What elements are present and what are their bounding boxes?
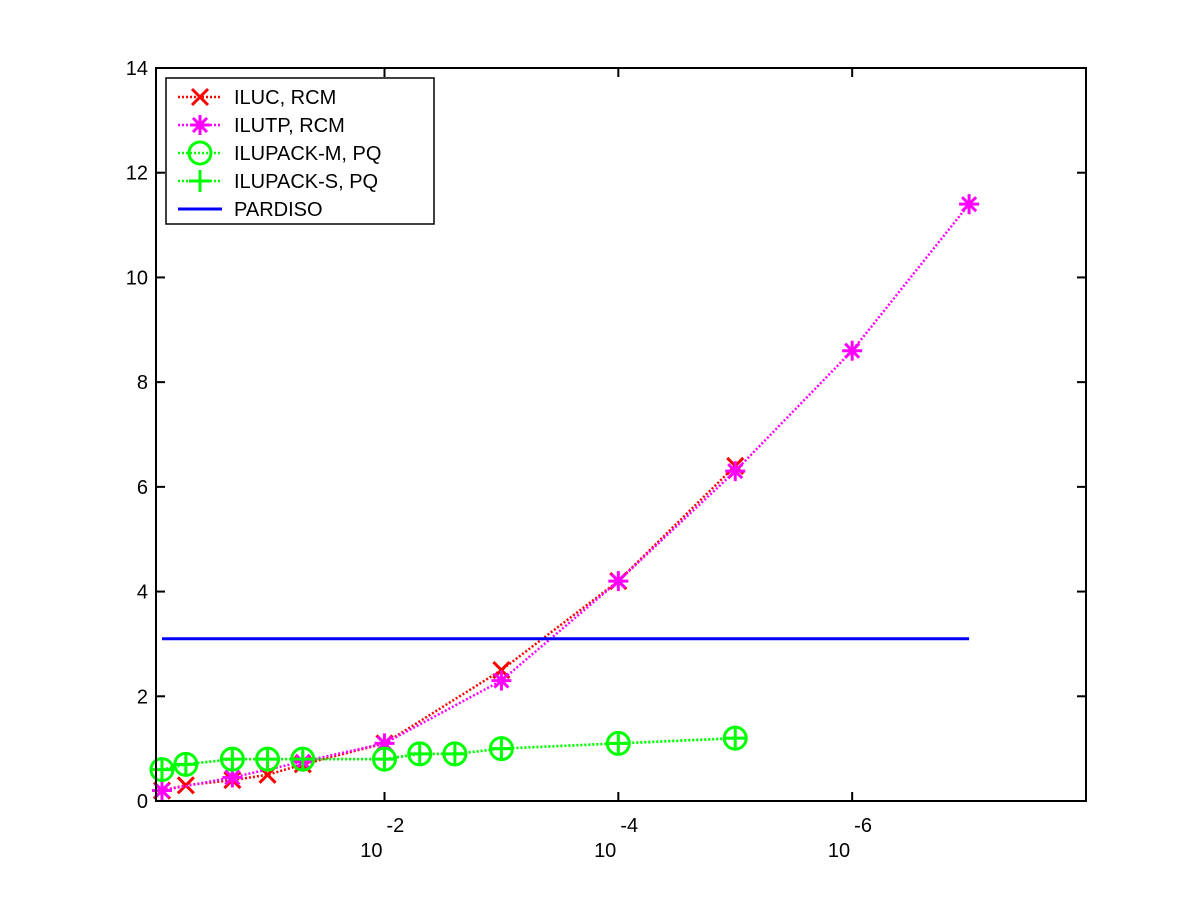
legend-item-ilupack-s-pq: ILUPACK-S, PQ — [178, 170, 378, 193]
x-tick-label-base: 10 — [360, 840, 382, 862]
series-ilupack-s-pq — [150, 727, 747, 781]
data-point-ilupack-s-pq — [291, 748, 314, 771]
y-tick-label: 14 — [126, 58, 148, 80]
data-point-ilupack-s-pq — [256, 748, 279, 771]
x-tick-label-base: 10 — [828, 840, 850, 862]
plot-frame — [155, 67, 1087, 802]
x-tick-label-exponent: -6 — [854, 815, 872, 837]
y-tick-label: 10 — [126, 267, 148, 289]
x-tick-label-exponent: -4 — [620, 815, 638, 837]
legend-item-pardiso: PARDISO — [178, 199, 323, 221]
y-tick-label: 6 — [137, 477, 148, 499]
data-point-ilupack-s-pq — [724, 727, 747, 750]
legend-item-ilupack-m-pq: ILUPACK-M, PQ — [178, 140, 381, 166]
legend-item-iluc-rcm: ILUC, RCM — [178, 87, 336, 109]
legend-marker — [190, 87, 210, 107]
series-layer — [149, 194, 980, 801]
x-axis: 10-210-410-6 — [360, 68, 872, 862]
y-axis: 0 2 4 6 8 10 12 14 — [126, 58, 1086, 813]
data-point-ilupack-s-pq — [221, 748, 244, 771]
data-point-ilupack-s-pq — [443, 742, 466, 765]
data-point-ilupack-s-pq — [408, 742, 431, 765]
data-point-ilupack-s-pq — [150, 758, 173, 781]
series-ilutp-rcm — [151, 194, 980, 801]
x-tick-label-exponent: -2 — [386, 815, 404, 837]
legend-label: ILUPACK-M, PQ — [234, 143, 381, 165]
data-point-ilupack-s-pq — [174, 753, 197, 776]
data-point-ilutp-rcm — [608, 571, 629, 592]
data-point-ilutp-rcm — [151, 780, 172, 801]
legend: ILUC, RCM ILUTP, RCM ILUPACK-M, PQ ILUPACK-… — [165, 77, 435, 225]
data-point-ilutp-rcm — [959, 194, 980, 215]
legend-label: ILUC, RCM — [234, 87, 336, 109]
y-tick-label: 12 — [126, 163, 148, 185]
legend-marker — [189, 170, 211, 192]
y-tick-label: 0 — [137, 791, 148, 813]
legend-label: ILUPACK-S, PQ — [234, 171, 378, 193]
legend-item-ilutp-rcm: ILUTP, RCM — [178, 115, 345, 137]
data-point-ilupack-s-pq — [490, 737, 513, 760]
legend-label: PARDISO — [234, 199, 323, 221]
legend-label: ILUTP, RCM — [234, 115, 345, 137]
y-tick-label: 4 — [137, 582, 148, 604]
data-point-ilupack-s-pq — [607, 732, 630, 755]
legend-marker — [187, 140, 213, 166]
data-point-ilutp-rcm — [725, 461, 746, 482]
y-tick-label: 2 — [137, 686, 148, 708]
x-tick-label-base: 10 — [594, 840, 616, 862]
data-point-ilutp-rcm — [842, 340, 863, 361]
y-tick-label: 8 — [137, 372, 148, 394]
legend-marker — [190, 115, 210, 135]
data-point-ilutp-rcm — [491, 670, 512, 691]
data-point-ilupack-s-pq — [373, 748, 396, 771]
